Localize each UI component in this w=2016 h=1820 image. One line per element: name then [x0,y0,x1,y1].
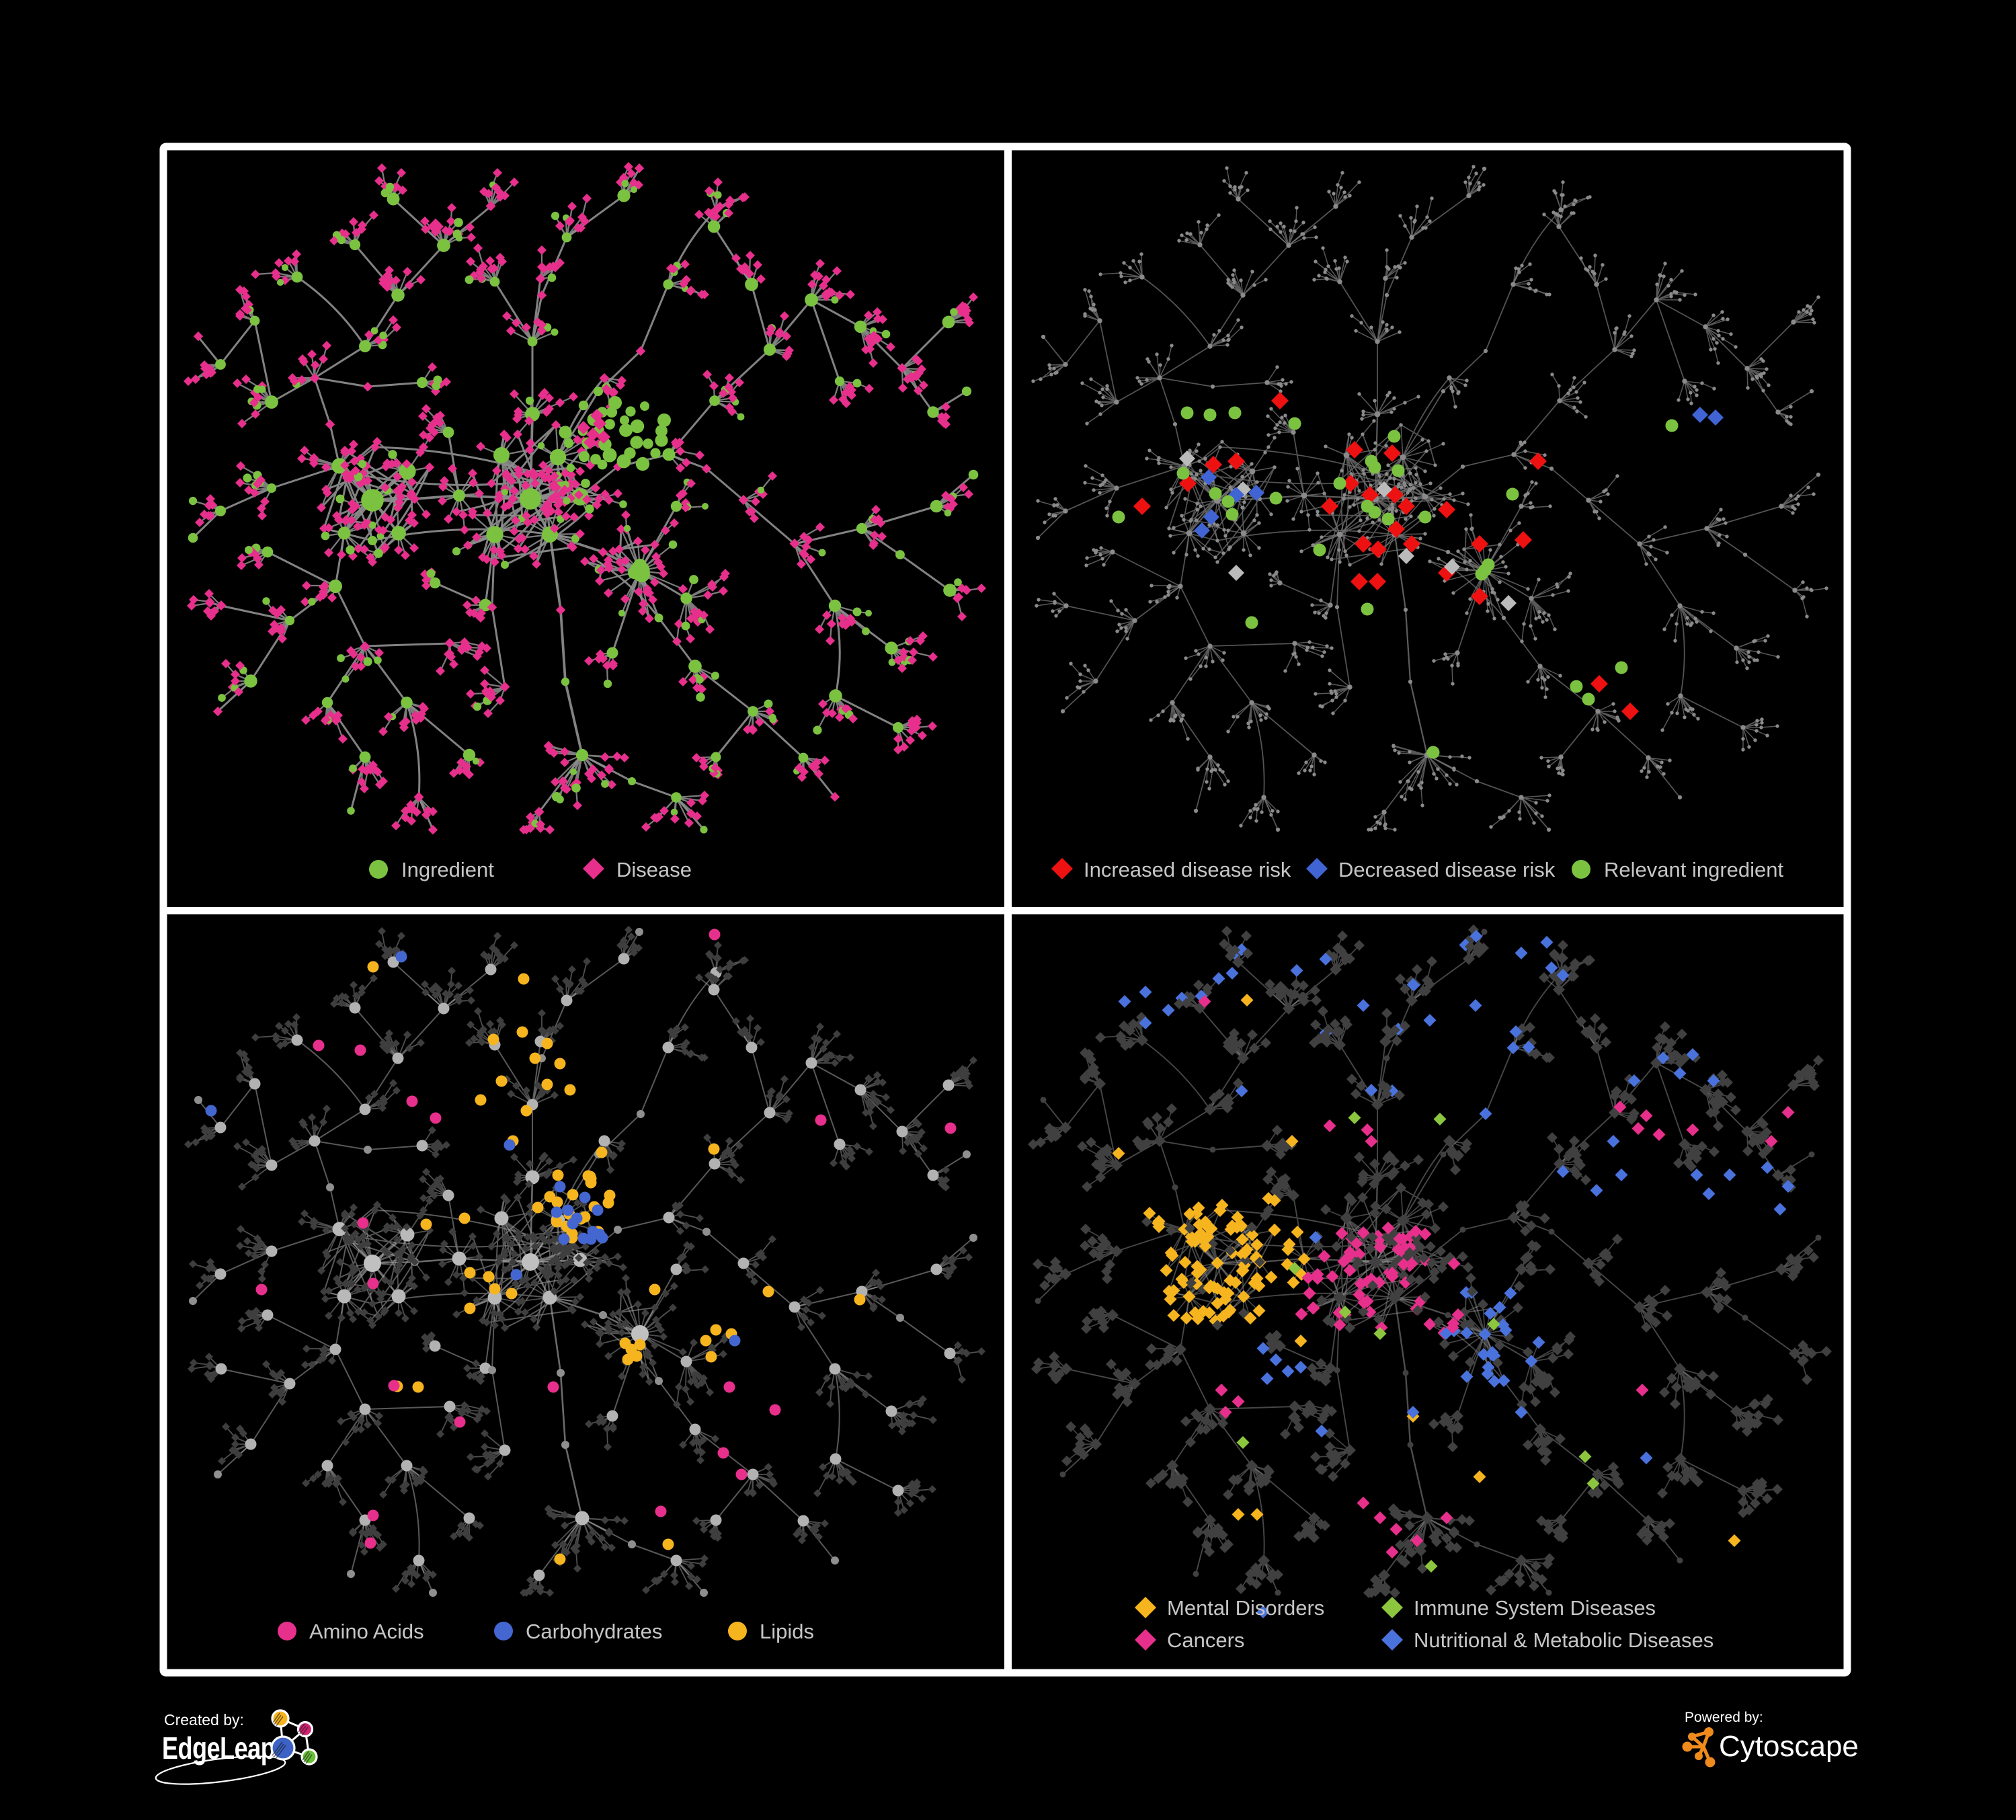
svg-text:Created by:: Created by: [164,1711,244,1729]
svg-text:Cytoscape: Cytoscape [1719,1730,1859,1763]
svg-text:EdgeLeap: EdgeLeap [162,1731,275,1766]
svg-text:Amino Acids: Amino Acids [309,1620,424,1643]
svg-text:Decreased disease risk: Decreased disease risk [1338,858,1556,881]
svg-text:Increased disease risk: Increased disease risk [1084,858,1291,881]
svg-text:Disease: Disease [616,858,692,881]
svg-text:Lipids: Lipids [760,1620,814,1643]
svg-text:Relevant ingredient: Relevant ingredient [1604,858,1784,881]
svg-text:Carbohydrates: Carbohydrates [526,1620,662,1643]
svg-text:Ingredient: Ingredient [401,858,494,881]
svg-text:Powered by:: Powered by: [1685,1710,1763,1725]
svg-text:Nutritional & Metabolic Diseas: Nutritional & Metabolic Diseases [1414,1628,1713,1652]
svg-text:Immune System Diseases: Immune System Diseases [1414,1596,1656,1620]
svg-text:Mental Disorders: Mental Disorders [1167,1596,1324,1620]
svg-text:Cancers: Cancers [1167,1628,1244,1652]
